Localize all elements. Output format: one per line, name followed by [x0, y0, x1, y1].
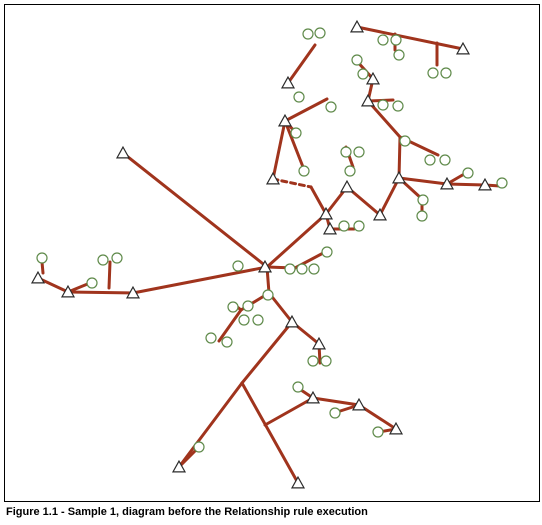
circle-node: [497, 178, 507, 188]
circle-node: [309, 264, 319, 274]
circle-node: [322, 247, 332, 257]
edge: [313, 398, 359, 405]
edge: [219, 310, 241, 341]
circle-node: [417, 211, 427, 221]
edge: [285, 99, 327, 121]
circle-node: [428, 68, 438, 78]
circle-node: [299, 166, 309, 176]
edge: [267, 214, 326, 267]
edge: [357, 27, 463, 49]
circle-node: [233, 261, 243, 271]
circle-node: [394, 50, 404, 60]
circle-node: [352, 55, 362, 65]
diagram-frame: [4, 4, 540, 502]
edge: [242, 322, 292, 383]
circle-node: [321, 356, 331, 366]
circle-node: [285, 264, 295, 274]
triangle-node: [292, 477, 304, 488]
circle-node: [393, 101, 403, 111]
edge: [133, 267, 267, 293]
circle-node: [294, 92, 304, 102]
circle-node: [297, 264, 307, 274]
circle-node: [330, 408, 340, 418]
circle-node: [303, 29, 313, 39]
circle-node: [194, 442, 204, 452]
circle-node: [425, 155, 435, 165]
circle-node: [293, 382, 303, 392]
circle-node: [98, 255, 108, 265]
circle-node: [378, 35, 388, 45]
circle-node: [308, 356, 318, 366]
edge: [273, 121, 285, 179]
circle-node: [463, 168, 473, 178]
circle-node: [222, 337, 232, 347]
circle-node: [87, 278, 97, 288]
circle-node: [291, 128, 301, 138]
edge: [109, 262, 110, 288]
circle-node: [378, 100, 388, 110]
edge: [42, 262, 43, 273]
edge: [288, 45, 315, 83]
circle-node: [253, 315, 263, 325]
edge: [265, 398, 313, 425]
circle-node: [326, 102, 336, 112]
circle-node: [112, 253, 122, 263]
circle-node: [440, 155, 450, 165]
edge: [380, 178, 399, 215]
circle-node: [341, 147, 351, 157]
edges-layer: [38, 27, 500, 483]
circle-node: [228, 302, 238, 312]
circle-node: [354, 147, 364, 157]
circle-node: [315, 28, 325, 38]
circle-node: [441, 68, 451, 78]
triangle-node: [117, 147, 129, 158]
circle-node: [354, 221, 364, 231]
circle-node: [339, 221, 349, 231]
edge: [68, 292, 133, 293]
triangle-node: [341, 181, 353, 192]
circle-node: [418, 195, 428, 205]
circle-node: [263, 290, 273, 300]
circle-node: [358, 69, 368, 79]
circle-node: [243, 301, 253, 311]
circle-node: [37, 253, 47, 263]
circle-nodes-layer: [37, 28, 507, 452]
edge: [123, 153, 267, 267]
network-diagram: [5, 5, 539, 501]
edge: [447, 184, 485, 185]
edge: [179, 383, 242, 467]
edge: [311, 187, 326, 214]
circle-node: [239, 315, 249, 325]
edge: [242, 383, 298, 483]
edge: [179, 449, 197, 467]
circle-node: [400, 136, 410, 146]
circle-node: [391, 35, 401, 45]
figure-caption: Figure 1.1 - Sample 1, diagram before th…: [4, 506, 538, 518]
circle-node: [345, 166, 355, 176]
circle-node: [373, 427, 383, 437]
circle-node: [206, 333, 216, 343]
